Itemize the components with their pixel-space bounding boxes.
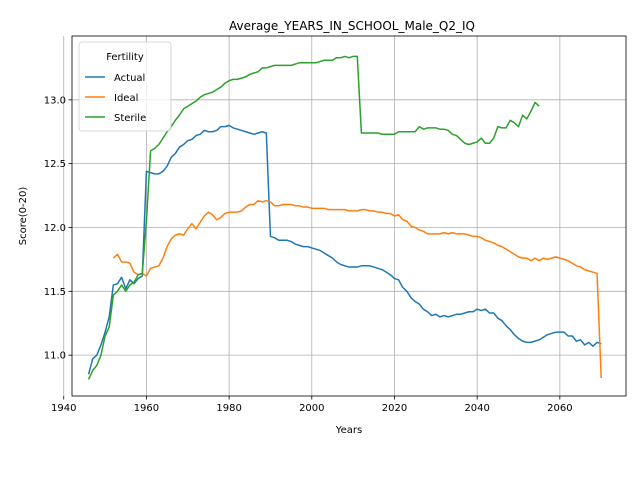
y-tick-label: 12.0 [44, 223, 66, 234]
y-tick-label: 11.0 [44, 351, 66, 362]
x-tick-label: 1960 [134, 403, 159, 414]
series-line-sterile [87, 55, 540, 380]
x-tick-label: 2040 [464, 403, 489, 414]
legend: Fertility Actual Ideal Sterile [78, 41, 172, 132]
plot-area-frame [71, 35, 627, 397]
chart-title: Average_YEARS_IN_SCHOOL_Male_Q2_IQ [229, 19, 475, 33]
x-tick-label: 1980 [216, 403, 241, 414]
legend-title: Fertility [106, 52, 144, 63]
legend-label-sterile: Sterile [114, 113, 146, 124]
legend-box [78, 41, 172, 132]
legend-label-actual: Actual [114, 73, 145, 84]
y-tick-label: 11.5 [44, 287, 66, 298]
x-tick-label: 2060 [547, 403, 572, 414]
series-lines [87, 55, 602, 380]
legend-label-ideal: Ideal [114, 93, 138, 104]
y-tick-label: 13.0 [44, 95, 66, 106]
x-tick-label: 2000 [299, 403, 324, 414]
x-tick-label: 2020 [382, 403, 407, 414]
axis-ticks: 1940 1960 1980 2000 2020 2040 2060 11.0 11.5 12.0… [44, 95, 573, 414]
series-line-actual [87, 124, 602, 375]
series-line-ideal [112, 199, 602, 379]
x-axis-label: Years [335, 425, 362, 436]
y-tick-label: 12.5 [44, 159, 66, 170]
x-tick-label: 1940 [51, 403, 76, 414]
legend-entries: Actual Ideal Sterile [85, 73, 146, 124]
y-axis-label: Score(0-20) [18, 187, 29, 246]
